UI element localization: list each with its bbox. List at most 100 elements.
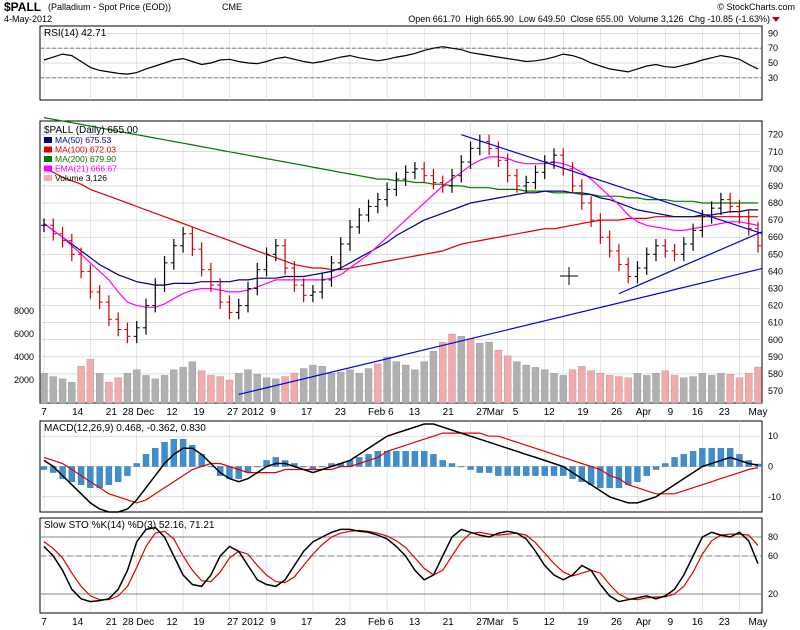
- trendline: [461, 134, 763, 235]
- x-tick-label: 12: [166, 407, 178, 418]
- volume-bar: [318, 366, 326, 404]
- legend-swatch: [44, 175, 52, 181]
- exchange-label: CME: [222, 2, 242, 12]
- macd-histogram-bar: [374, 451, 381, 467]
- macd-histogram-bar: [152, 448, 159, 467]
- x-tick-label: 21: [443, 407, 455, 418]
- volume-bar: [680, 377, 688, 404]
- macd-histogram-bar: [495, 466, 502, 476]
- stoch-x-tick-label: 23: [719, 617, 731, 628]
- macd-histogram-bar: [523, 466, 530, 476]
- volume-bar: [717, 372, 725, 404]
- macd-histogram-bar: [652, 466, 660, 470]
- volume-bar: [151, 378, 159, 404]
- macd-histogram-bar: [393, 451, 400, 467]
- volume-bar: [253, 374, 261, 404]
- volume-bar: [494, 349, 503, 404]
- macd-tick-label: 10: [768, 431, 778, 441]
- quote-line: Open 661.70 High 665.90 Low 649.50 Close…: [408, 14, 770, 24]
- price-title: $PALL (Daily) 655.00: [44, 125, 138, 136]
- volume-bar: [207, 375, 215, 404]
- stoch-x-tick-label: 2012: [242, 617, 265, 628]
- volume-bar: [624, 377, 632, 404]
- volume-tick-label: 6000: [14, 329, 34, 339]
- x-tick-label: 14: [72, 407, 84, 418]
- stoch-x-tick-label: 19: [193, 617, 205, 628]
- macd-title: MACD(12,26,9) 0.468, -0.362, 0.830: [44, 423, 206, 434]
- volume-bar: [309, 364, 317, 404]
- stoch-x-tick-label: 14: [72, 617, 84, 628]
- stoch-x-tick-label: 19: [577, 617, 589, 628]
- volume-bar: [40, 372, 48, 404]
- volume-bar: [170, 369, 178, 404]
- volume-bar: [439, 341, 447, 404]
- volume-bar: [670, 375, 679, 404]
- macd-histogram-bar: [615, 466, 623, 488]
- symbol-description: (Palladium - Spot Price (EOD)): [48, 2, 171, 12]
- macd-histogram-bar: [541, 466, 548, 476]
- x-tick-label: 9: [668, 407, 674, 418]
- stoch-x-tick-label: 12: [544, 617, 556, 628]
- volume-bar: [49, 376, 57, 404]
- price-tick-label: 690: [768, 181, 783, 191]
- macd-histogram-bar: [699, 448, 706, 467]
- price-tick-label: 680: [768, 198, 783, 208]
- x-tick-label: Apr: [636, 407, 652, 418]
- volume-bar: [615, 376, 623, 404]
- macd-histogram-bar: [319, 466, 326, 468]
- volume-bar: [605, 375, 614, 404]
- volume-bar: [559, 375, 567, 404]
- x-tick-label: 27: [227, 407, 239, 418]
- rsi-title: RSI(14) 42.71: [44, 28, 107, 39]
- volume-bar: [290, 372, 299, 404]
- x-tick-label: 5: [513, 407, 519, 418]
- macd-histogram-bar: [40, 466, 48, 470]
- volume-bar: [568, 369, 577, 404]
- down-arrow-icon: [772, 17, 780, 22]
- stoch-x-tick-label: 13: [409, 617, 421, 628]
- macd-tick-label: -10: [768, 492, 781, 502]
- volume-bar: [457, 336, 465, 404]
- rsi-tick-label: 90: [768, 28, 778, 38]
- rsi-tick-label: 70: [768, 43, 778, 53]
- volume-bar: [188, 361, 197, 404]
- x-tick-label: May: [749, 407, 768, 418]
- price-panel: 570 580 590 600 610 620 630 640 650 660 670 680 690 7…: [14, 117, 783, 418]
- rsi-tick-label: 50: [768, 58, 778, 68]
- volume-bar: [142, 375, 150, 404]
- volume-bar: [661, 370, 669, 404]
- volume-bar: [58, 378, 67, 404]
- price-tick-label: 710: [768, 147, 783, 157]
- volume-bar: [633, 372, 642, 404]
- legend-entry: Volume 3,126: [55, 173, 107, 183]
- stoch-x-tick-label: 26: [611, 617, 623, 628]
- volume-bar: [541, 369, 549, 404]
- macd-histogram-bar: [124, 466, 131, 476]
- macd-histogram-bar: [485, 466, 493, 473]
- watermark: © StockCharts.com: [717, 2, 795, 12]
- macd-histogram-bar: [235, 466, 242, 479]
- volume-bar: [707, 375, 716, 404]
- volume-bar: [392, 361, 401, 404]
- legend-swatch: [44, 146, 52, 153]
- macd-histogram-bar: [606, 466, 613, 488]
- macd-line: [43, 423, 759, 513]
- volume-tick-label: 8000: [14, 306, 34, 316]
- macd-histogram-bar: [402, 451, 409, 467]
- x-tick-label: 26: [611, 407, 623, 418]
- x-tick-label: 23: [335, 407, 347, 418]
- macd-histogram-bar: [671, 457, 678, 467]
- price-tick-label: 610: [768, 318, 783, 328]
- price-tick-label: 700: [768, 164, 783, 174]
- macd-histogram-bar: [105, 466, 113, 485]
- x-tick-label: 12: [544, 407, 556, 418]
- volume-bar: [754, 366, 762, 404]
- volume-bar: [698, 372, 707, 404]
- legend-entry: EMA(21) 666.67: [55, 164, 117, 174]
- x-tick-label: 9: [270, 407, 276, 418]
- macd-histogram-bar: [68, 466, 75, 482]
- macd-histogram-bar: [476, 466, 483, 473]
- volume-bar: [272, 378, 280, 404]
- x-tick-label: 17: [301, 407, 313, 418]
- trendline: [238, 267, 763, 396]
